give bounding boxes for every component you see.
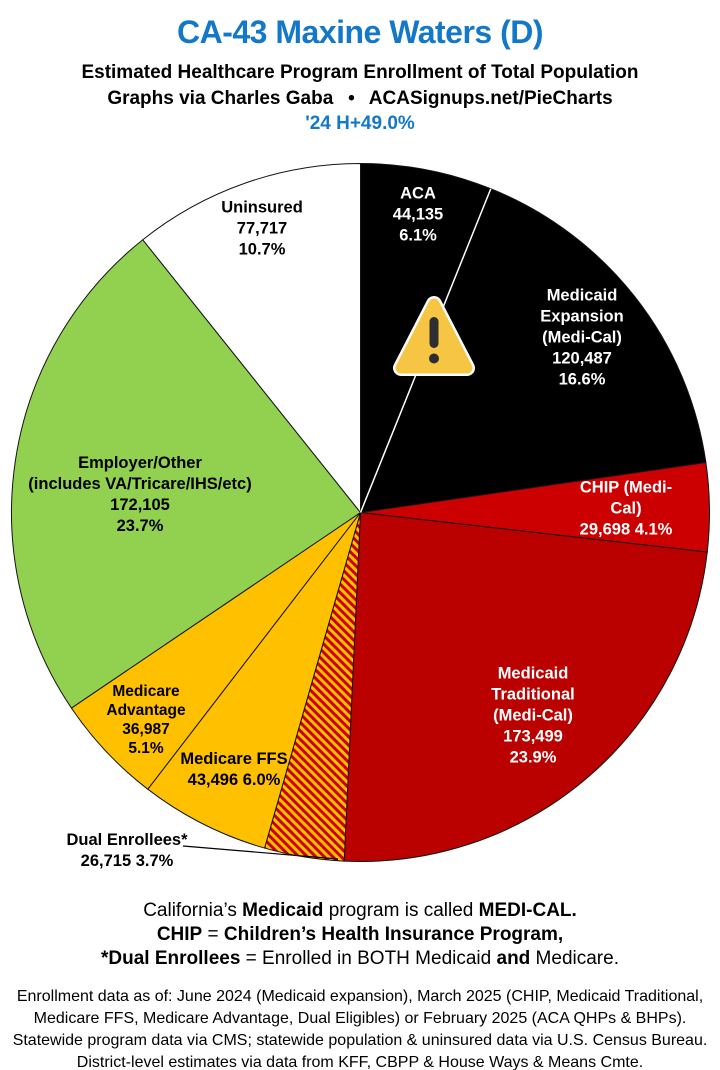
pie-slice-medicare-ffs (147, 512, 361, 849)
pie-slice-uninsured (142, 162, 361, 514)
dual-enrollees-leader-line (182, 845, 339, 860)
partisan-lean-label: '24 H+49.0% (305, 113, 415, 134)
header: CA-43 Maxine Waters (D) Estimated Health… (0, 0, 720, 136)
pie-slice-medicaid-traditional (343, 511, 708, 863)
pie-slice-medicaid-expansion (359, 188, 707, 514)
warning-triangle-icon (393, 296, 475, 376)
note-line-dual: *Dual Enrollees = Enrolled in BOTH Medic… (101, 948, 619, 969)
data-sources-footer: Enrollment data as of: June 2024 (Medica… (12, 988, 708, 1070)
credit-line: Graphs via Charles Gaba • ACASignups.net… (107, 88, 613, 109)
subtitle: Estimated Healthcare Program Enrollment … (81, 62, 639, 83)
note-line-chip: CHIP = Children’s Health Insurance Progr… (156, 924, 564, 945)
note-line-medicaid: California’s Medicaid program is called … (143, 900, 577, 921)
definitions-note: California’s Medicaid program is called … (0, 899, 720, 971)
pie-slice-employer-other (11, 239, 362, 709)
page-title: CA-43 Maxine Waters (D) (176, 14, 544, 50)
